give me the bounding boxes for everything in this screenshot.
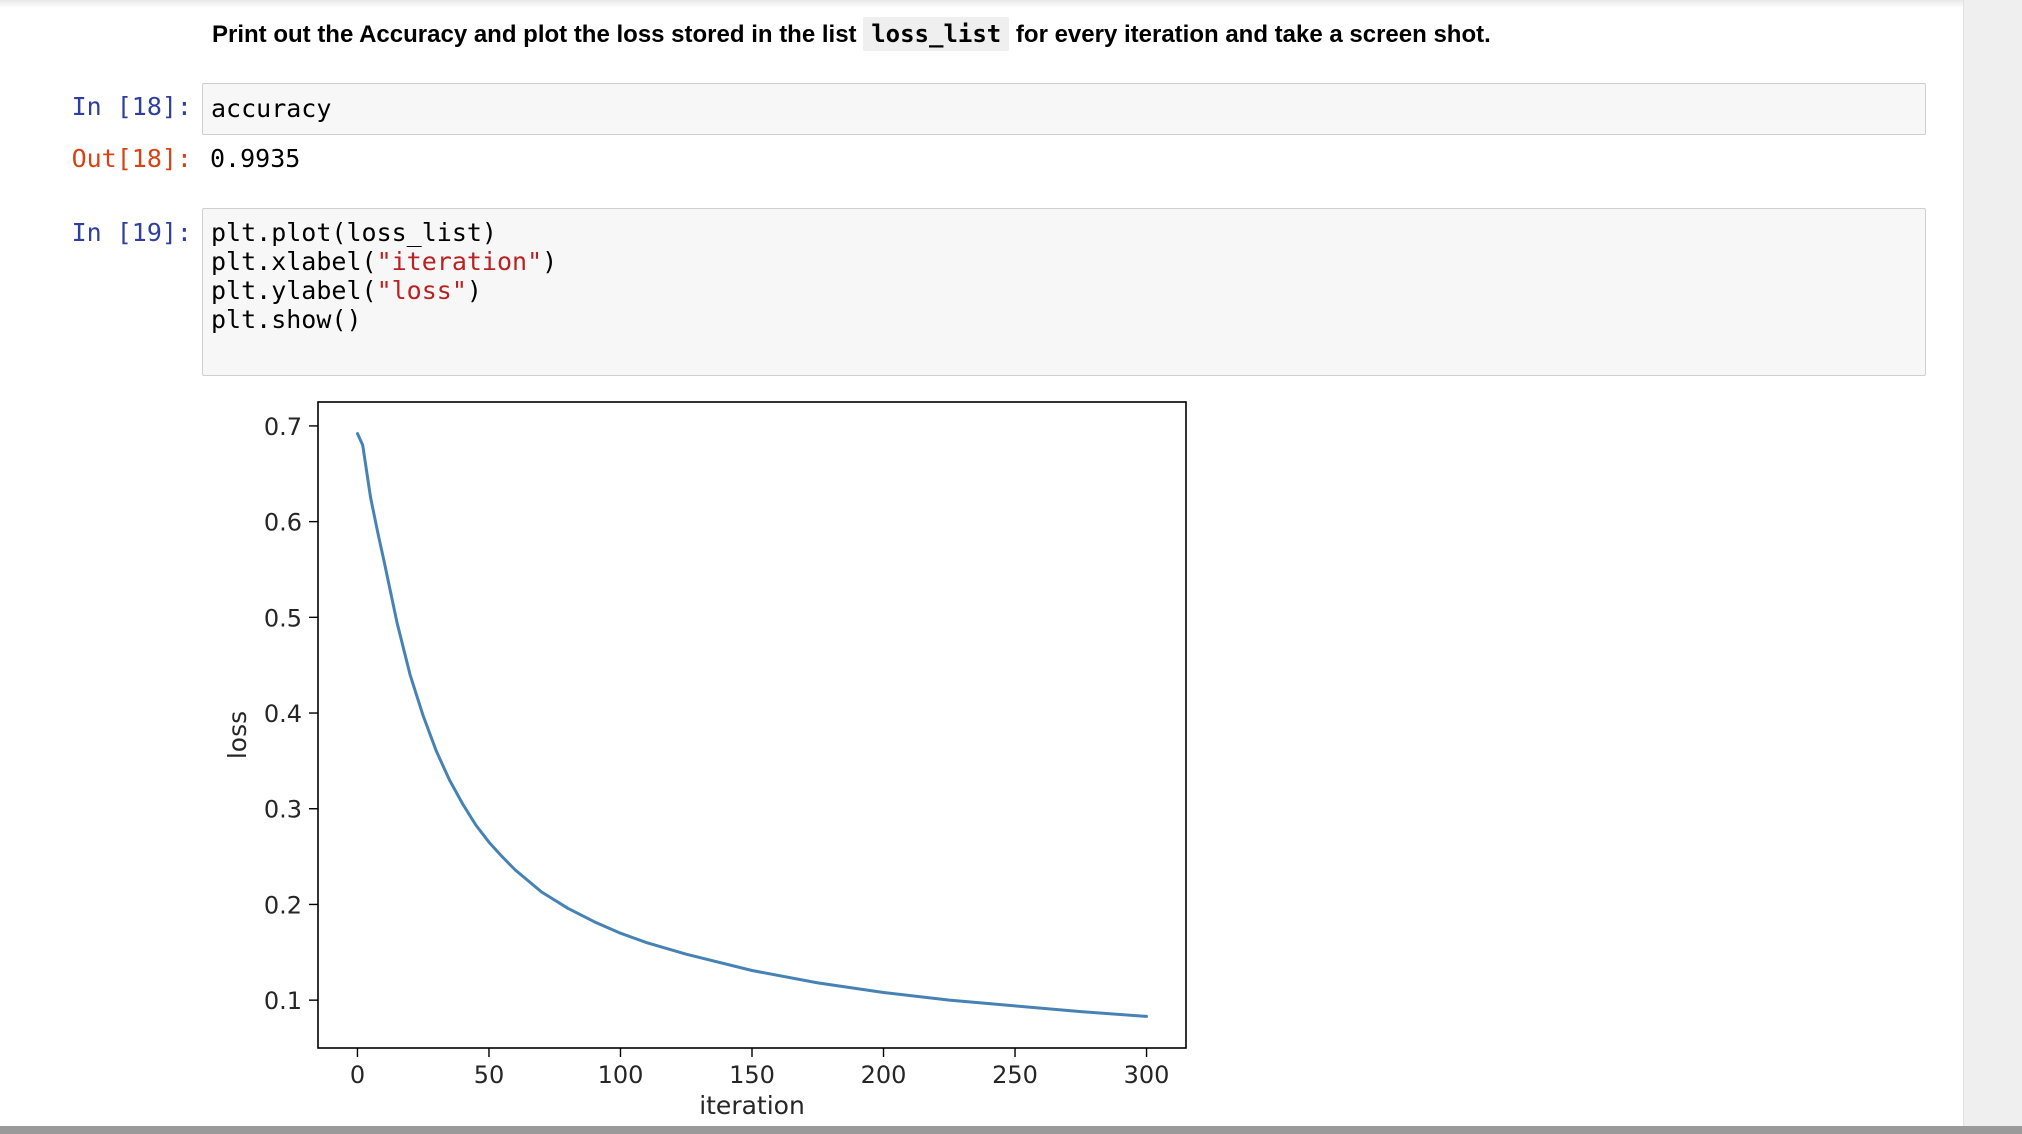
code-cell-input-19[interactable]: plt.plot(loss_list) plt.xlabel("iteratio… — [202, 208, 1926, 376]
y-axis-label: loss — [223, 711, 252, 759]
code-line-xlabel: plt.xlabel("iteration") — [211, 247, 558, 276]
y-axis: 0.1 0.2 0.3 0.4 0.5 0.6 0.7 — [264, 413, 318, 1015]
plot-area — [356, 432, 1148, 1018]
x-axis-label: iteration — [699, 1091, 805, 1120]
x-tick-label: 250 — [992, 1061, 1038, 1089]
x-tick-label: 150 — [729, 1061, 775, 1089]
x-tick-label: 50 — [474, 1061, 505, 1089]
inline-code: loss_list — [863, 17, 1010, 51]
out-prompt-18: Out[18]: — [71, 144, 192, 173]
loss-series-line — [356, 432, 1148, 1018]
loss-chart: 0 50 100 150 200 250 300 0.1 0.2 0.3 0.4 0.5 0.6 0.7… — [223, 401, 1187, 1120]
markdown-text-after: for every iteration and take a screen sh… — [1015, 21, 1491, 48]
bottom-edge — [0, 1126, 2022, 1134]
code-line: accuracy — [211, 94, 332, 123]
x-tick-label: 300 — [1124, 1061, 1170, 1089]
x-tick-label: 200 — [861, 1061, 907, 1089]
scrollbar-gutter[interactable] — [1963, 0, 2022, 1134]
markdown-cell: Print out the Accuracy and plot the loss… — [212, 14, 1912, 54]
x-tick-label: 0 — [350, 1061, 365, 1089]
header-shadow — [0, 0, 1963, 8]
in-prompt-18: In [18]: — [71, 92, 192, 121]
code-line-show: plt.show() — [211, 305, 362, 334]
x-axis: 0 50 100 150 200 250 300 — [350, 1048, 1170, 1089]
y-tick-label: 0.5 — [264, 604, 302, 632]
code-cell-input-18[interactable]: accuracy — [202, 83, 1926, 135]
markdown-text-before: Print out the Accuracy and plot the loss… — [212, 21, 857, 48]
y-tick-label: 0.7 — [264, 413, 302, 441]
y-tick-label: 0.6 — [264, 509, 302, 537]
y-tick-label: 0.2 — [264, 891, 302, 919]
code-line-plot: plt.plot(loss_list) — [211, 218, 497, 247]
code-line-ylabel: plt.ylabel("loss") — [211, 276, 482, 305]
y-tick-label: 0.1 — [264, 987, 302, 1015]
in-prompt-19: In [19]: — [71, 218, 192, 247]
x-tick-label: 100 — [598, 1061, 644, 1089]
cell-output-18: 0.9935 — [210, 144, 301, 173]
plot-frame — [317, 401, 1187, 1049]
y-tick-label: 0.4 — [264, 700, 302, 728]
notebook-page: Print out the Accuracy and plot the loss… — [0, 0, 1963, 1120]
y-tick-label: 0.3 — [264, 796, 302, 824]
